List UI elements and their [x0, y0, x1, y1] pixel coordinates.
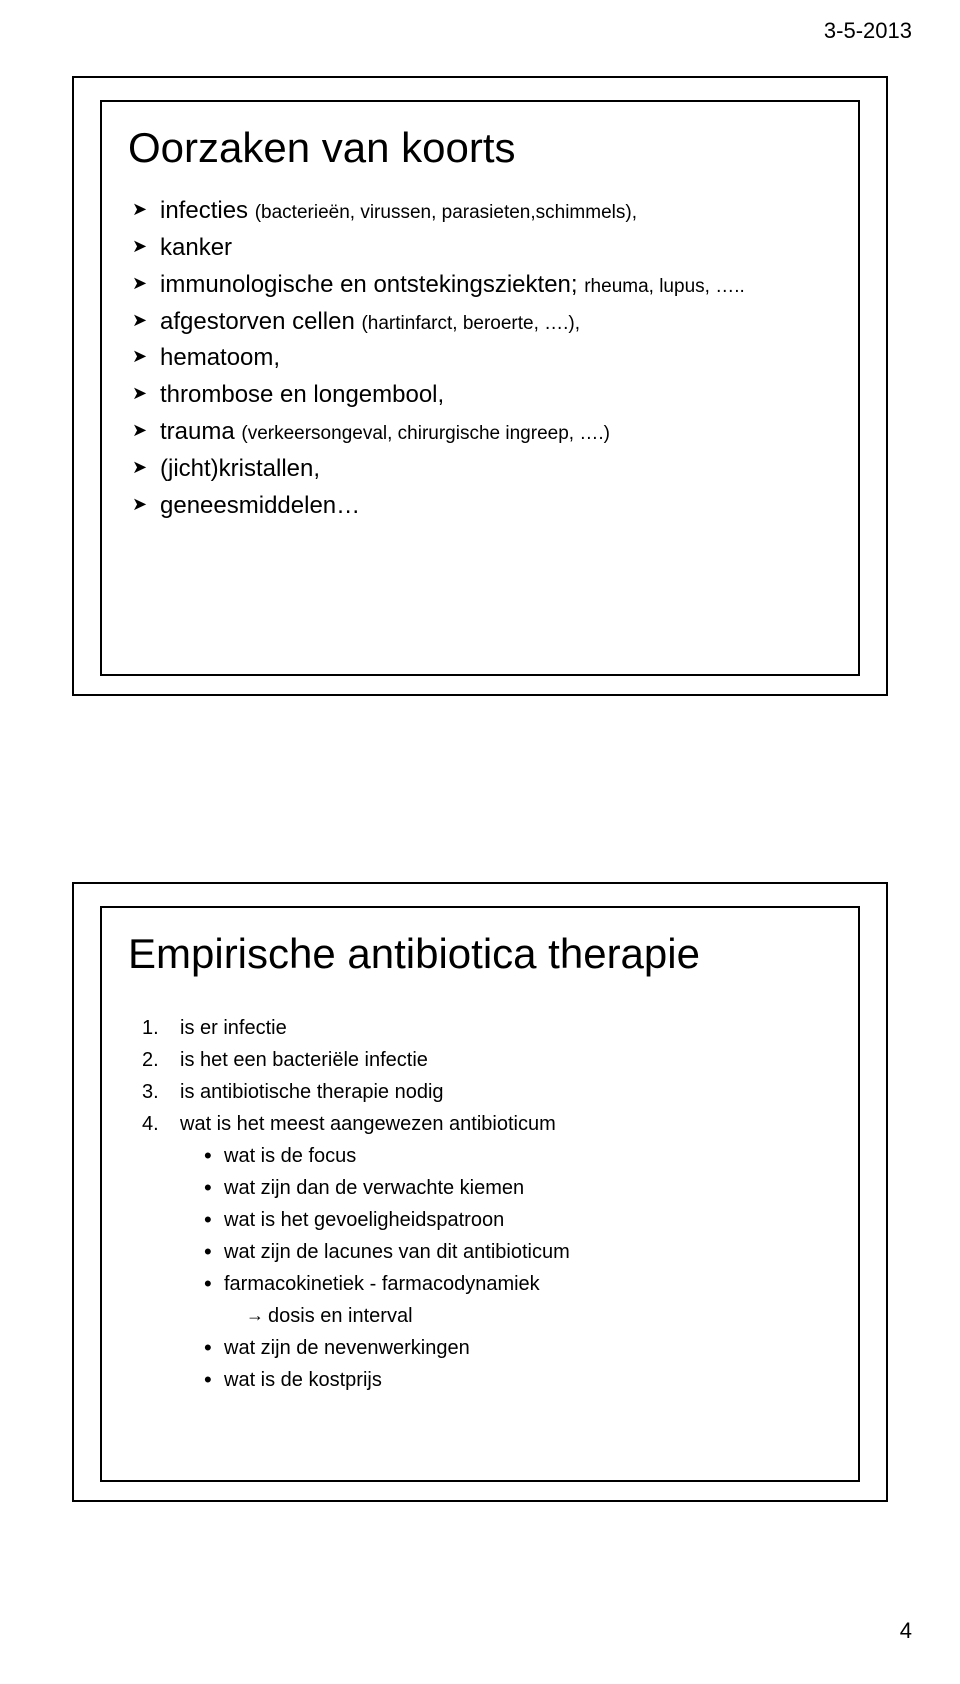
page-number: 4 — [900, 1618, 912, 1644]
ol-number: 2. — [142, 1046, 159, 1075]
sub-item: wat is de kostprijs — [180, 1366, 832, 1395]
ol-text: is het een bacteriële infectie — [180, 1049, 428, 1071]
list-text: trauma — [160, 418, 241, 445]
list-item: immunologische en ontstekingsziekten; rh… — [128, 268, 832, 303]
slide-2: Empirische antibiotica therapie 1. is er… — [72, 882, 888, 1502]
sub-text: wat is de focus — [224, 1145, 356, 1167]
list-item: (jicht)kristallen, — [128, 452, 832, 487]
subsub-list: dosis en interval — [224, 1302, 832, 1331]
ol-text: wat is het meest aangewezen antibioticum — [180, 1113, 556, 1135]
list-text: immunologische en ontstekingsziekten; — [160, 271, 584, 298]
sub-list: wat is de focus wat zijn dan de verwacht… — [180, 1142, 832, 1395]
subsub-text: dosis en interval — [268, 1305, 413, 1327]
list-text-small: (bacterieën, virussen, parasieten,schimm… — [255, 202, 637, 223]
sub-text: wat is het gevoeligheidspatroon — [224, 1209, 504, 1231]
subsub-item: dosis en interval — [224, 1302, 832, 1331]
ol-number: 3. — [142, 1078, 159, 1107]
slide-1-list: infecties (bacterieën, virussen, parasie… — [128, 194, 832, 523]
page-date: 3-5-2013 — [824, 18, 912, 44]
sub-item: wat zijn de lacunes van dit antibioticum — [180, 1238, 832, 1267]
sub-text: wat is de kostprijs — [224, 1369, 382, 1391]
slide-1-inner: Oorzaken van koorts infecties (bacterieë… — [100, 100, 860, 676]
sub-item: wat zijn dan de verwachte kiemen — [180, 1174, 832, 1203]
slide-1: Oorzaken van koorts infecties (bacterieë… — [72, 76, 888, 696]
ol-text: is antibiotische therapie nodig — [180, 1081, 444, 1103]
sub-text: wat zijn de nevenwerkingen — [224, 1337, 470, 1359]
sub-text: wat zijn de lacunes van dit antibioticum — [224, 1241, 570, 1263]
list-item: trauma (verkeersongeval, chirurgische in… — [128, 415, 832, 450]
slide-2-title: Empirische antibiotica therapie — [128, 930, 832, 978]
list-text-small: rheuma, lupus, ….. — [584, 276, 745, 297]
ol-item: 3. is antibiotische therapie nodig — [128, 1078, 832, 1107]
list-text-small: (verkeersongeval, chirurgische ingreep, … — [241, 423, 610, 444]
sub-text: wat zijn dan de verwachte kiemen — [224, 1177, 524, 1199]
slide-2-inner: Empirische antibiotica therapie 1. is er… — [100, 906, 860, 1482]
slide-2-list: 1. is er infectie 2. is het een bacterië… — [128, 1014, 832, 1395]
list-item: infecties (bacterieën, virussen, parasie… — [128, 194, 832, 229]
ol-item: 4. wat is het meest aangewezen antibioti… — [128, 1110, 832, 1395]
ol-item: 1. is er infectie — [128, 1014, 832, 1043]
list-text: geneesmiddelen… — [160, 492, 360, 519]
ol-number: 1. — [142, 1014, 159, 1043]
list-text: kanker — [160, 234, 232, 261]
list-item: hematoom, — [128, 341, 832, 376]
list-item: kanker — [128, 231, 832, 266]
slide-1-title: Oorzaken van koorts — [128, 124, 832, 172]
list-text: afgestorven cellen — [160, 308, 361, 335]
ol-text: is er infectie — [180, 1017, 287, 1039]
list-text: (jicht)kristallen, — [160, 455, 320, 482]
list-text: hematoom, — [160, 344, 280, 371]
list-text: infecties — [160, 197, 255, 224]
sub-text: farmacokinetiek - farmacodynamiek — [224, 1273, 540, 1295]
sub-item: farmacokinetiek - farmacodynamiek dosis … — [180, 1270, 832, 1331]
list-item: geneesmiddelen… — [128, 489, 832, 524]
ol-number: 4. — [142, 1110, 159, 1139]
sub-item: wat zijn de nevenwerkingen — [180, 1334, 832, 1363]
sub-item: wat is de focus — [180, 1142, 832, 1171]
list-text: thrombose en longembool, — [160, 381, 444, 408]
sub-item: wat is het gevoeligheidspatroon — [180, 1206, 832, 1235]
list-text-small: (hartinfarct, beroerte, ….), — [361, 313, 580, 334]
list-item: afgestorven cellen (hartinfarct, beroert… — [128, 305, 832, 340]
ol-item: 2. is het een bacteriële infectie — [128, 1046, 832, 1075]
list-item: thrombose en longembool, — [128, 378, 832, 413]
